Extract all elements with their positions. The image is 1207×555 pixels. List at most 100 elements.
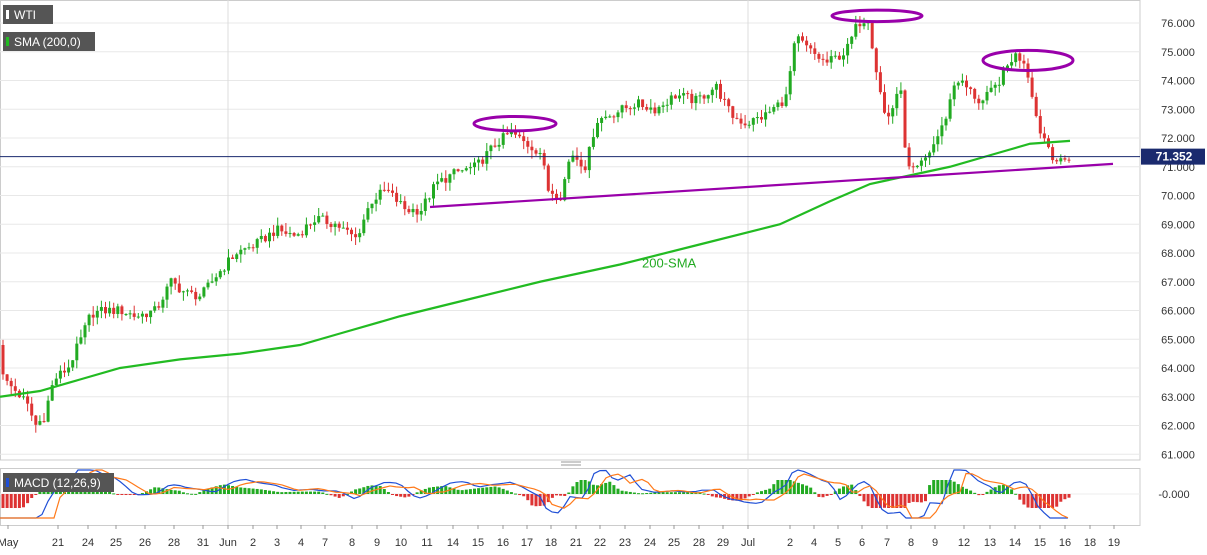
x-tick-label: 26 [139, 537, 151, 549]
macd-bar [645, 492, 649, 494]
candle-body [358, 233, 362, 238]
macd-tick-label: -0.000 [1158, 489, 1189, 501]
candle-body [669, 95, 673, 105]
candle-body [587, 146, 591, 171]
candle-body [616, 112, 620, 118]
candle-body [801, 36, 804, 41]
macd-line [0, 469, 1068, 519]
y-tick-label: 71.000 [1161, 162, 1195, 174]
candle-body [75, 343, 79, 361]
current-price-value: 71.352 [1156, 150, 1193, 164]
macd-bar [173, 490, 177, 494]
macd-bar [960, 486, 964, 494]
x-tick-label: 25 [668, 537, 680, 549]
macd-bar [833, 491, 837, 494]
macd-bar [862, 494, 866, 502]
x-tick-label: 11 [421, 537, 432, 549]
macd-bar [653, 492, 657, 494]
macd-bar [985, 491, 989, 494]
x-tick-label: 21 [570, 537, 582, 549]
x-tick-label: Jul [741, 537, 755, 549]
candle-body [805, 40, 809, 46]
x-tick-label: 23 [619, 537, 631, 549]
macd-bar [690, 492, 694, 494]
y-tick-label: 63.000 [1161, 392, 1195, 404]
candle-body [833, 55, 837, 57]
candle-body [382, 189, 386, 191]
macd-bar [362, 487, 366, 494]
macd-bar [1059, 494, 1063, 502]
candle-body [403, 201, 407, 210]
candle-body [268, 232, 271, 242]
candle-body [690, 93, 694, 104]
candle-body [813, 48, 817, 54]
macd-bar [1042, 494, 1046, 508]
macd-bar [952, 481, 956, 494]
candle-body [452, 169, 456, 175]
macd-bar [128, 494, 132, 495]
candle-body [1051, 147, 1055, 161]
macd-bar [1001, 484, 1005, 494]
macd-bar [140, 493, 144, 495]
macd-bar [866, 494, 870, 507]
candle-body [985, 91, 989, 101]
macd-bar [673, 492, 677, 494]
candle-body [850, 36, 854, 44]
macd-bar [747, 494, 751, 497]
candle-body [395, 192, 399, 202]
macd-bar [1022, 494, 1026, 505]
x-tick-label: 5 [835, 537, 841, 549]
macd-bar [120, 494, 124, 495]
macd-bar [280, 492, 284, 494]
macd-bar [965, 488, 968, 494]
macd-bar [436, 486, 440, 494]
candle-body [374, 199, 378, 204]
macd-bar [801, 484, 804, 494]
x-tick-label: 17 [521, 537, 533, 549]
candle-body [842, 55, 845, 60]
candle-body [641, 99, 645, 108]
macd-bar [686, 492, 690, 494]
x-tick-label: 28 [693, 537, 705, 549]
macd-pane-frame [0, 468, 1141, 526]
macd-bar [772, 484, 776, 494]
x-tick-label: 13 [984, 537, 996, 549]
macd-bar [464, 489, 468, 494]
macd-bar [575, 482, 579, 494]
candle-body [661, 105, 665, 107]
macd-bar [1055, 494, 1059, 507]
macd-bar [313, 491, 317, 494]
macd-bar [522, 494, 526, 497]
macd-bar [30, 494, 34, 499]
candle-body [9, 380, 13, 387]
candle-body [448, 174, 452, 183]
candle-body [776, 102, 780, 108]
macd-bar [337, 494, 341, 498]
x-tick-label: 24 [644, 537, 656, 549]
macd-bar [481, 487, 485, 494]
candle-body [505, 133, 509, 135]
candle-body [1055, 160, 1059, 162]
candle-body [124, 313, 128, 315]
candle-body [67, 367, 71, 373]
candle-body [116, 306, 120, 314]
macd-bar [239, 487, 243, 494]
macd-bar [251, 488, 255, 494]
macd-bar [583, 480, 587, 494]
macd-bar [571, 486, 575, 494]
candle-body [87, 314, 91, 326]
candle-body [632, 107, 636, 109]
macd-bar [858, 494, 862, 497]
x-tick-label: 29 [717, 537, 729, 549]
candle-body [136, 316, 140, 318]
candle-body [546, 165, 550, 191]
candle-body [628, 108, 632, 110]
candle-body [206, 282, 210, 288]
candle-body [350, 229, 353, 235]
macd-bar [1030, 494, 1034, 508]
candle-body [620, 105, 624, 113]
candle-body [751, 118, 755, 125]
candle-body [34, 415, 38, 425]
macd-bar [825, 494, 829, 496]
